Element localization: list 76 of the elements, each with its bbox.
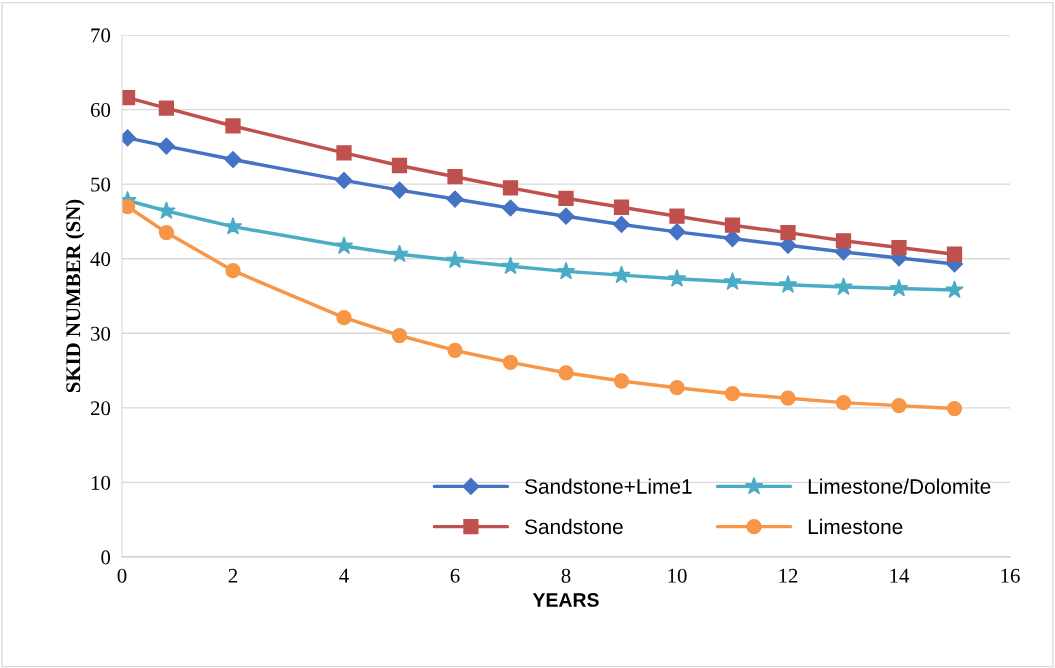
x-tick-label: 8 [561, 568, 571, 583]
point [223, 216, 243, 235]
x-tick-label: 0 [117, 568, 127, 583]
point [225, 118, 241, 134]
legend-label: Sandstone [524, 518, 623, 535]
point [122, 90, 136, 106]
point [335, 171, 353, 189]
point [724, 217, 741, 233]
x-tick-label: 6 [450, 568, 460, 583]
point [945, 280, 964, 299]
point [390, 181, 409, 199]
y-tick-label: 0 [101, 550, 111, 565]
point [668, 223, 686, 241]
point [391, 327, 408, 344]
point [558, 190, 574, 206]
point [612, 215, 631, 233]
point [158, 100, 175, 116]
y-axis-title: SKID NUMBER (SN) [65, 199, 85, 393]
point [447, 342, 463, 359]
point [225, 263, 241, 279]
point [334, 236, 354, 255]
point [612, 265, 631, 284]
point [446, 190, 464, 208]
point [780, 390, 796, 406]
point [501, 256, 520, 275]
point [224, 150, 242, 169]
point [834, 277, 853, 296]
y-tick-label: 70 [91, 28, 111, 43]
point [667, 269, 687, 287]
point [558, 365, 574, 381]
point [501, 199, 520, 217]
point [946, 246, 963, 262]
legend-label: Sandstone+Lime1 [524, 478, 692, 494]
y-tick-label: 40 [90, 252, 111, 267]
point [390, 244, 409, 263]
point [946, 400, 963, 417]
point [557, 207, 575, 225]
x-tick-label: 2 [228, 568, 238, 583]
point [445, 250, 465, 269]
point [502, 354, 519, 371]
point [556, 261, 576, 280]
point [723, 272, 742, 290]
x-tick-label: 10 [668, 568, 687, 583]
point [447, 169, 463, 185]
x-axis-title: YEARS [532, 593, 599, 607]
y-tick-label: 50 [91, 177, 111, 192]
point [157, 201, 176, 219]
y-tick-label: 60 [90, 102, 111, 117]
point [780, 224, 796, 241]
point [391, 157, 408, 174]
point [891, 397, 907, 414]
legend-label: Limestone/Dolomite [808, 478, 991, 494]
x-tick-label: 12 [779, 568, 798, 583]
point [669, 380, 685, 396]
point [889, 278, 909, 297]
point [891, 239, 907, 256]
x-tick-label: 16 [1001, 568, 1020, 583]
point [613, 373, 630, 389]
x-tick-label: 14 [890, 568, 910, 583]
point [336, 145, 352, 161]
y-tick-label: 30 [91, 326, 111, 341]
legend-label: Limestone [808, 518, 903, 535]
y-tick-label: 20 [90, 401, 111, 416]
point [613, 199, 630, 215]
point [835, 394, 852, 411]
point [835, 233, 852, 249]
point [157, 137, 175, 155]
y-tick-label: 10 [91, 475, 111, 490]
point [669, 208, 685, 224]
point [778, 275, 798, 293]
point [122, 198, 136, 215]
point [724, 386, 741, 402]
point [502, 180, 519, 196]
x-tick-label: 4 [339, 568, 349, 583]
point [336, 309, 352, 326]
point [158, 224, 175, 241]
